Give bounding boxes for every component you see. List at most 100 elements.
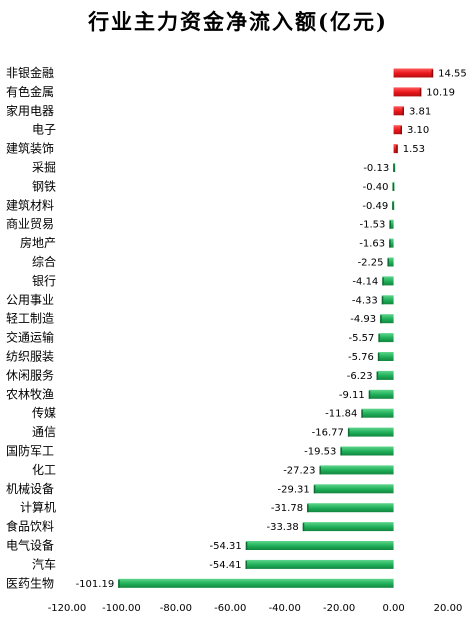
bar-10 [387, 257, 394, 267]
bar-cap-26 [245, 560, 247, 569]
category-label: 非银金融 [6, 65, 54, 80]
category-label: 建筑装饰 [6, 141, 54, 156]
bar-cap-11 [382, 277, 384, 286]
bar-21 [319, 465, 394, 475]
bar-cap-12 [381, 296, 384, 305]
bar-25 [245, 541, 394, 550]
bar-11 [382, 276, 394, 286]
value-label: -4.33 [352, 295, 378, 306]
bar-cap-10 [387, 258, 389, 267]
x-tick-label: -80.00 [160, 603, 192, 614]
bar-cap-13 [380, 315, 382, 324]
category-label: 食品饮料 [6, 519, 54, 534]
value-label: -31.78 [271, 503, 303, 514]
value-label: 10.19 [426, 87, 455, 98]
category-label: 轻工制造 [6, 312, 54, 326]
bar-17 [368, 389, 394, 399]
bar-cap-23 [307, 504, 309, 513]
bar-27 [118, 578, 394, 588]
category-label: 钢铁 [32, 179, 56, 193]
value-label: -1.63 [359, 239, 385, 250]
value-label: -11.84 [325, 409, 357, 420]
bar-cap-24 [302, 523, 305, 532]
bar-cap-9 [389, 239, 391, 248]
category-label: 有色金属 [6, 84, 54, 99]
bar-cap-3 [400, 126, 403, 135]
value-label: -0.13 [363, 163, 389, 174]
value-label: 14.55 [438, 69, 467, 80]
category-label: 房地产 [20, 235, 56, 250]
x-tick-label: -20.00 [323, 603, 355, 614]
category-label: 建筑材料 [6, 197, 54, 212]
value-label: -54.31 [210, 541, 242, 552]
x-tick-label: 0.00 [382, 603, 404, 614]
x-tick-label: -120.00 [48, 603, 87, 614]
category-label: 交通运输 [6, 330, 54, 345]
value-label: -2.25 [358, 258, 384, 269]
value-label: -1.53 [360, 220, 386, 231]
bar-cap-0 [431, 69, 434, 78]
category-label: 电气设备 [6, 538, 54, 553]
bar-14 [378, 333, 394, 343]
value-label: -27.23 [283, 465, 315, 476]
category-label: 综合 [32, 254, 56, 269]
bar-15 [377, 352, 394, 361]
bar-12 [381, 295, 394, 305]
value-label: -6.23 [347, 371, 373, 382]
bar-cap-27 [118, 579, 120, 588]
bar-23 [307, 503, 394, 513]
bar-3 [393, 125, 403, 135]
bar-cap-21 [319, 466, 321, 475]
category-label: 电子 [32, 123, 56, 137]
bar-cap-19 [347, 428, 350, 437]
bar-8 [389, 219, 394, 229]
category-label: 休闲服务 [6, 367, 54, 382]
value-label: -101.19 [76, 579, 115, 590]
bar-cap-15 [377, 353, 380, 361]
value-label: -33.38 [266, 522, 298, 533]
bar-cap-7 [392, 201, 394, 210]
category-label: 商业贸易 [6, 216, 54, 231]
category-label: 公用事业 [6, 293, 54, 307]
value-label: -4.93 [350, 314, 376, 325]
bar-26 [245, 559, 394, 569]
bar-cap-5 [393, 164, 395, 172]
bar-cap-22 [313, 485, 316, 494]
bar-13 [380, 314, 394, 324]
bar-cap-16 [376, 371, 379, 380]
category-label: 传媒 [32, 405, 56, 420]
category-label: 医药生物 [6, 576, 54, 590]
value-label: -9.11 [339, 390, 365, 401]
value-label: -29.31 [278, 484, 310, 495]
bar-2 [393, 106, 404, 116]
category-label: 国防军工 [6, 443, 54, 458]
bar-cap-8 [389, 220, 391, 229]
value-label: -0.49 [362, 201, 388, 212]
bars-layer [118, 68, 434, 588]
labels-layer: 非银金融 14.55 有色金属 10.19 家用电器 3.81 电子 3.10 建筑装饰 1.53… [6, 65, 467, 590]
bar-cap-6 [392, 182, 394, 191]
value-label: -5.57 [349, 333, 375, 344]
category-label: 化工 [32, 463, 56, 477]
bar-cap-2 [402, 107, 404, 116]
bar-1 [393, 87, 422, 97]
bar-cap-17 [368, 390, 371, 399]
value-label: 3.10 [407, 125, 429, 136]
category-label: 纺织服装 [6, 350, 54, 364]
bar-cap-14 [378, 334, 380, 343]
category-label: 家用电器 [6, 103, 54, 118]
bar-24 [302, 522, 394, 532]
bar-22 [313, 484, 394, 494]
value-label: -19.53 [304, 447, 336, 458]
bar-0 [393, 68, 434, 78]
bar-19 [347, 427, 394, 437]
x-tick-label: -60.00 [214, 603, 246, 614]
value-label: 1.53 [403, 144, 425, 155]
category-label: 采掘 [32, 160, 56, 175]
value-label: -54.41 [209, 560, 241, 571]
category-label: 机械设备 [6, 481, 54, 496]
bar-cap-25 [245, 542, 248, 550]
bar-4 [393, 144, 398, 154]
bar-cap-1 [419, 88, 422, 97]
value-label: -0.40 [363, 182, 389, 193]
